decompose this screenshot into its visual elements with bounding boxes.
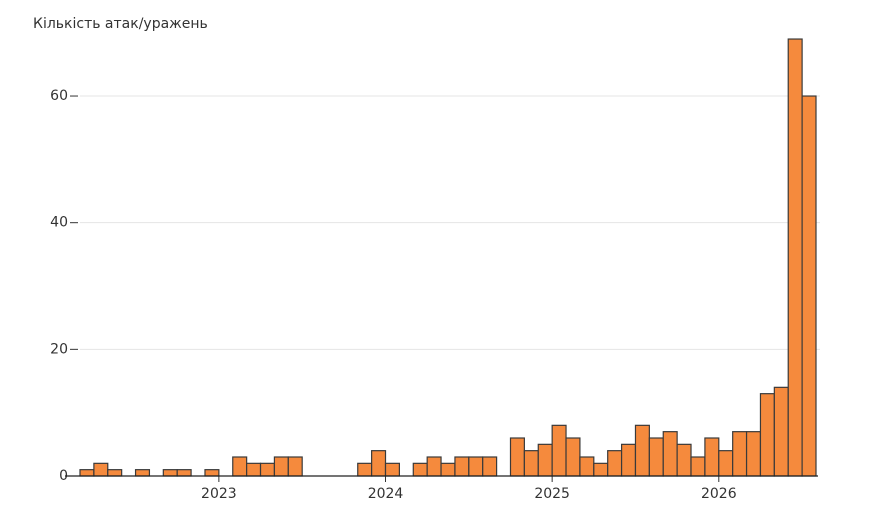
bar bbox=[718, 450, 734, 477]
bar bbox=[259, 462, 276, 477]
bar bbox=[440, 462, 456, 477]
bar bbox=[509, 437, 525, 477]
bar bbox=[745, 431, 762, 477]
x-tick-label: 2023 bbox=[201, 486, 237, 502]
y-tick-label: 60 bbox=[50, 88, 68, 104]
bar bbox=[676, 443, 692, 477]
bar bbox=[232, 456, 248, 477]
bar bbox=[204, 469, 220, 477]
bar bbox=[759, 393, 775, 477]
bar bbox=[273, 456, 289, 477]
bar bbox=[79, 469, 95, 477]
y-tick-label: 20 bbox=[50, 341, 68, 357]
y-axis-title: Кількість атак/уражень bbox=[33, 16, 208, 32]
bar bbox=[801, 95, 817, 477]
bar bbox=[371, 450, 387, 477]
bar bbox=[607, 450, 623, 477]
bar bbox=[162, 469, 178, 477]
y-tick-label: 40 bbox=[50, 215, 68, 231]
bar bbox=[537, 443, 553, 477]
bar bbox=[551, 424, 567, 477]
bar bbox=[426, 456, 442, 477]
x-tick-label: 2024 bbox=[368, 486, 404, 502]
bar bbox=[579, 456, 595, 477]
y-tick-label: 0 bbox=[59, 468, 68, 484]
bar bbox=[773, 386, 789, 477]
bar bbox=[634, 424, 650, 477]
x-tick-label: 2025 bbox=[534, 486, 570, 502]
bar bbox=[593, 462, 609, 477]
bar bbox=[412, 462, 428, 477]
bar bbox=[134, 469, 151, 477]
bar bbox=[662, 431, 678, 477]
x-tick-label: 2026 bbox=[701, 486, 737, 502]
bar bbox=[648, 437, 664, 477]
bar bbox=[620, 443, 637, 477]
bar bbox=[107, 469, 123, 477]
bar bbox=[357, 462, 373, 477]
bar bbox=[690, 456, 706, 477]
bar bbox=[565, 437, 581, 477]
bar bbox=[454, 456, 470, 477]
bar bbox=[523, 450, 539, 477]
bar bbox=[176, 469, 192, 477]
bar bbox=[704, 437, 720, 477]
bar bbox=[246, 462, 262, 477]
bar bbox=[384, 462, 400, 477]
bar bbox=[732, 431, 748, 477]
bar bbox=[287, 456, 303, 477]
bar bbox=[468, 456, 484, 477]
bar bbox=[482, 456, 498, 477]
bar bbox=[93, 462, 109, 477]
bar bbox=[787, 38, 803, 477]
